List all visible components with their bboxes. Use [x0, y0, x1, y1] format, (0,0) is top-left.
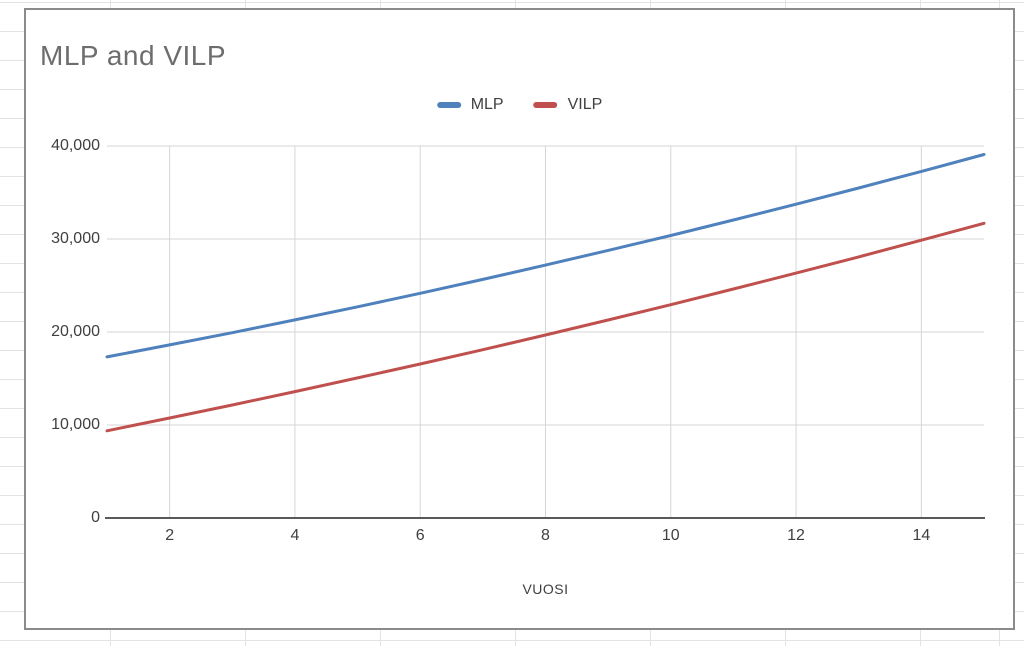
x-tick-label: 10: [661, 527, 680, 544]
legend-item-mlp[interactable]: MLP: [436, 96, 504, 114]
x-tick-label: 6: [415, 527, 425, 544]
series-line-mlp: [105, 153, 986, 359]
x-tick-label: 4: [290, 527, 300, 544]
chart-canvas: [105, 145, 986, 519]
x-tick-label: 8: [541, 527, 550, 544]
series-line-vilp: [105, 221, 986, 433]
legend-label: MLP: [470, 96, 504, 113]
x-tick-label: 14: [912, 527, 931, 544]
y-tick-label: 40,000: [51, 137, 100, 154]
y-tick-label: 30,000: [51, 230, 100, 247]
legend-swatch-vilp: [533, 102, 558, 108]
legend-label: VILP: [567, 96, 603, 113]
x-tick-label: 12: [787, 527, 805, 544]
y-tick-label: 10,000: [51, 416, 100, 433]
chart-title: MLP and VILP: [40, 40, 227, 71]
chart-frame[interactable]: MLP and VILP MLP VILP 0 10,000 20,000 30,000…: [24, 8, 1015, 630]
plot-area: [105, 145, 986, 519]
legend-swatch-mlp: [436, 102, 461, 108]
y-tick-label: 20,000: [51, 323, 100, 340]
legend-item-vilp[interactable]: VILP: [533, 96, 603, 114]
x-axis-title: VUOSI: [522, 581, 569, 597]
chart-legend: MLP VILP: [436, 96, 603, 114]
y-tick-label: 0: [91, 509, 100, 526]
x-tick-label: 2: [165, 527, 175, 544]
